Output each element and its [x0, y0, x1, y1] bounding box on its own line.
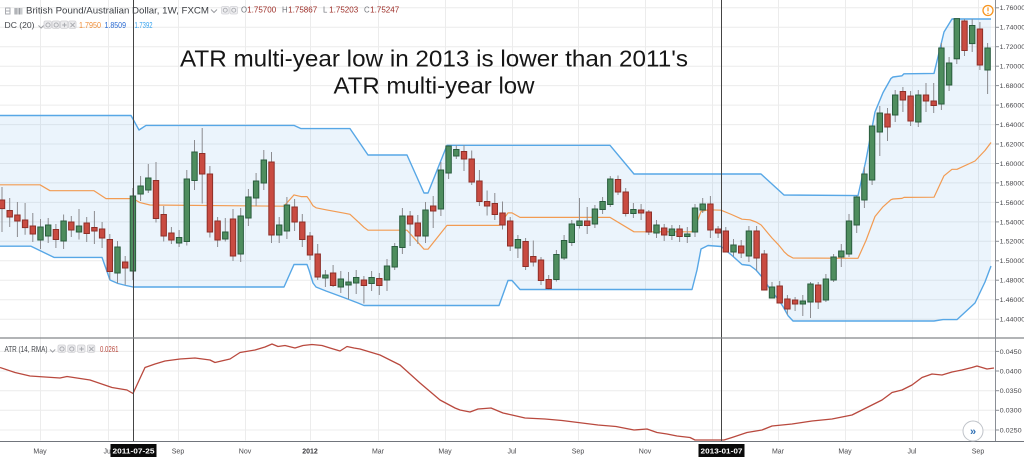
svg-text:0.0400: 0.0400: [1000, 368, 1022, 375]
svg-text:1.50000: 1.50000: [1000, 258, 1024, 265]
svg-text:British Pound/Australian Dolla: British Pound/Australian Dollar, 1W, FXC…: [26, 6, 209, 17]
svg-text:0.0350: 0.0350: [1000, 388, 1022, 395]
svg-text:ATR (14, RMA): ATR (14, RMA): [5, 345, 48, 354]
svg-text:Sep: Sep: [172, 449, 185, 456]
svg-text:1.70000: 1.70000: [1000, 64, 1024, 71]
svg-text:DC (20): DC (20): [5, 21, 35, 30]
svg-text:Jul: Jul: [508, 449, 517, 456]
svg-text:1.46000: 1.46000: [1000, 297, 1024, 304]
svg-text:1.52000: 1.52000: [1000, 239, 1024, 246]
svg-text:Mar: Mar: [772, 449, 785, 456]
svg-text:1.44000: 1.44000: [1000, 317, 1024, 324]
svg-text:1.75700: 1.75700: [247, 6, 277, 15]
svg-text:1.54000: 1.54000: [1000, 219, 1024, 226]
svg-text:Nov: Nov: [639, 449, 652, 456]
svg-text:C: C: [364, 6, 370, 15]
svg-text:0.0450: 0.0450: [1000, 349, 1022, 356]
svg-text:1.62000: 1.62000: [1000, 141, 1024, 148]
svg-text:Nov: Nov: [239, 449, 252, 456]
svg-text:1.64000: 1.64000: [1000, 122, 1024, 129]
svg-text:ATR multi-year low: ATR multi-year low: [334, 73, 535, 99]
svg-text:1.58000: 1.58000: [1000, 180, 1024, 187]
svg-text:ATR multi-year low in 2013 is: ATR multi-year low in 2013 is lower than…: [180, 46, 688, 72]
svg-text:1.72000: 1.72000: [1000, 44, 1024, 51]
svg-text:May: May: [438, 449, 452, 456]
svg-text:1.8509: 1.8509: [105, 21, 127, 30]
svg-text:Sep: Sep: [572, 449, 585, 456]
svg-text:1.68000: 1.68000: [1000, 83, 1024, 90]
svg-text:1.74000: 1.74000: [1000, 25, 1024, 32]
svg-text:May: May: [838, 449, 852, 456]
svg-text:2012: 2012: [302, 449, 318, 456]
svg-text:Sep: Sep: [972, 449, 985, 456]
svg-text:2013-01-07: 2013-01-07: [701, 447, 743, 456]
svg-text:»: »: [970, 426, 976, 438]
svg-text:1.48000: 1.48000: [1000, 278, 1024, 285]
svg-text:1.7392: 1.7392: [135, 21, 153, 30]
svg-text:Jul: Jul: [104, 449, 113, 456]
svg-text:Mar: Mar: [372, 449, 385, 456]
svg-text:1.66000: 1.66000: [1000, 103, 1024, 110]
svg-text:2011-07-25: 2011-07-25: [113, 447, 155, 456]
svg-text:1.76000: 1.76000: [1000, 5, 1024, 12]
svg-text:O: O: [241, 6, 247, 15]
svg-text:1.7950: 1.7950: [79, 21, 102, 30]
svg-text:H: H: [282, 6, 288, 15]
svg-text:May: May: [33, 449, 47, 456]
svg-text:0.0261: 0.0261: [100, 345, 119, 354]
svg-text:0.0300: 0.0300: [1000, 408, 1022, 415]
svg-text:1.60000: 1.60000: [1000, 161, 1024, 168]
svg-text:Jul: Jul: [908, 449, 917, 456]
svg-text:1.75247: 1.75247: [370, 6, 399, 15]
svg-text:L: L: [323, 6, 328, 15]
svg-text:1.75203: 1.75203: [329, 6, 358, 15]
svg-text:0.0250: 0.0250: [1000, 427, 1022, 434]
svg-text:1.75867: 1.75867: [288, 6, 317, 15]
svg-text:1.56000: 1.56000: [1000, 200, 1024, 207]
